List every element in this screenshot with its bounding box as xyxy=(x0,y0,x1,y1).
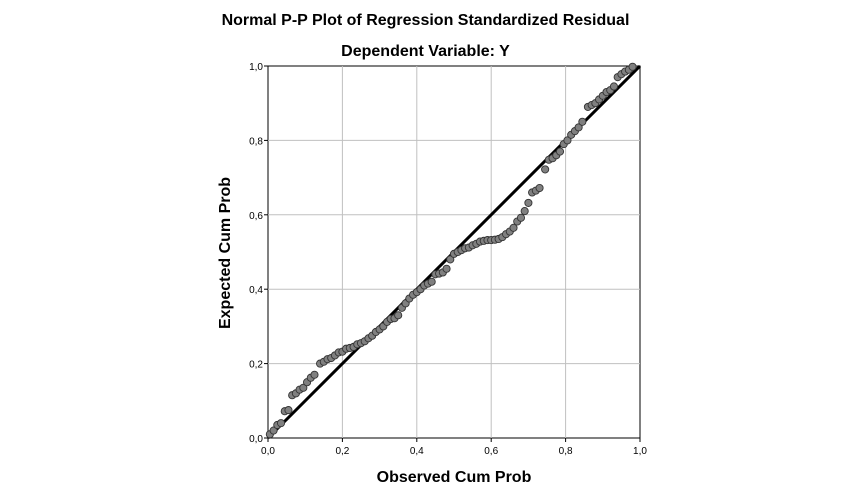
data-point xyxy=(541,165,550,174)
y-tick-label: 1,0 xyxy=(249,62,263,73)
data-point xyxy=(563,136,572,145)
data-point xyxy=(574,123,583,132)
data-point xyxy=(394,311,403,320)
data-point xyxy=(628,62,637,71)
x-tick-label: 0,6 xyxy=(484,446,498,457)
data-point xyxy=(535,183,544,193)
data-point xyxy=(310,370,319,379)
data-point xyxy=(578,117,587,126)
data-point xyxy=(520,207,529,216)
data-point xyxy=(555,147,565,156)
y-tick-label: 0,4 xyxy=(249,285,263,296)
y-tick-label: 0,8 xyxy=(249,136,263,147)
data-point xyxy=(299,383,308,392)
data-point xyxy=(524,198,533,207)
y-tick-label: 0,6 xyxy=(249,211,263,222)
y-tick-labels: 0,0 0,2 0,4 0,6 0,8 1,0 xyxy=(249,62,268,445)
data-point xyxy=(609,82,619,91)
y-tick-label: 0,0 xyxy=(249,434,263,445)
data-point xyxy=(442,264,451,273)
data-points xyxy=(265,62,637,439)
data-point xyxy=(276,419,286,428)
x-tick-label: 0,4 xyxy=(410,446,424,457)
x-tick-label: 0,0 xyxy=(261,446,275,457)
data-point xyxy=(516,213,526,222)
data-point xyxy=(446,255,455,264)
data-point xyxy=(427,277,436,286)
grid-lines xyxy=(268,66,640,438)
data-point xyxy=(509,223,518,232)
x-tick-label: 0,2 xyxy=(335,446,349,457)
x-tick-labels: 0,0 0,2 0,4 0,6 0,8 1,0 xyxy=(261,438,647,457)
data-point xyxy=(284,406,293,415)
y-tick-label: 0,2 xyxy=(249,360,263,371)
y-axis-label: Expected Cum Prob xyxy=(217,176,234,330)
data-point xyxy=(269,426,278,435)
x-tick-label: 0,8 xyxy=(559,446,573,457)
chart-title: Normal P-P Plot of Regression Standardiz… xyxy=(221,12,630,29)
x-tick-label: 1,0 xyxy=(633,446,647,457)
chart-subtitle: Dependent Variable: Y xyxy=(341,43,510,60)
x-axis-label: Observed Cum Prob xyxy=(376,469,532,486)
